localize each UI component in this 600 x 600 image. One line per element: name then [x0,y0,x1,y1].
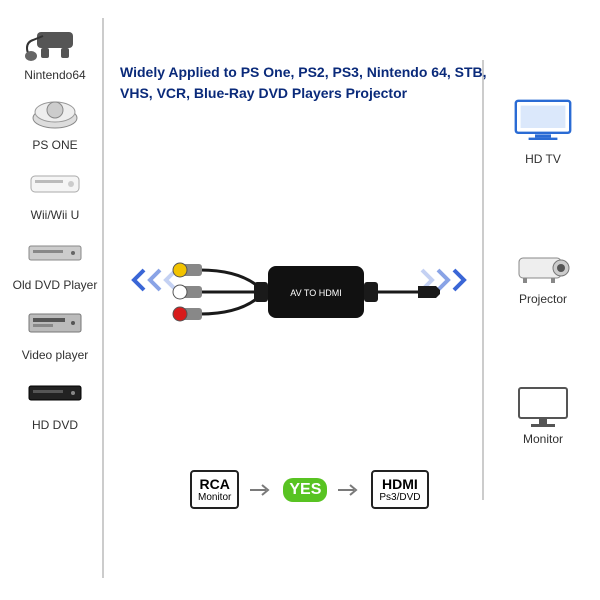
device-psone: PS ONE [23,88,87,152]
monitor-icon [511,382,575,430]
left-column: Nintendo64 PS ONE Wii/Wii U [10,18,100,438]
rca-white-icon [173,285,202,299]
device-label: Nintendo64 [24,68,85,82]
converter-label: AV TO HDMI [290,288,342,298]
headline: Widely Applied to PS One, PS2, PS3, Nint… [120,62,487,104]
device-label: Video player [22,348,89,362]
hdmi-badge: HDMI Ps3/DVD [371,470,428,509]
hdmi-plug-icon [418,286,440,298]
device-monitor: Monitor [511,382,575,446]
arrow-right-icon [249,484,273,496]
headline-line2: VHS, VCR, Blue-Ray DVD Players Projector [120,83,487,104]
device-label: Projector [519,292,567,306]
device-videoplayer: Video player [22,298,89,362]
device-n64: Nintendo64 [23,18,87,82]
device-label: Wii/Wii U [31,208,80,222]
projector-icon [511,242,575,290]
headline-line1: Widely Applied to PS One, PS2, PS3, Nint… [120,62,487,83]
device-label: HD TV [525,152,561,166]
tv-icon [511,90,575,150]
hdmi-badge-sub: Ps3/DVD [379,492,420,503]
rca-red-icon [173,307,202,321]
psone-icon [23,88,87,136]
bottom-row: RCA Monitor YES HDMI Ps3/DVD [190,470,429,509]
device-label: PS ONE [32,138,77,152]
device-wii: Wii/Wii U [23,158,87,222]
device-label: Old DVD Player [13,278,98,292]
rca-badge-sub: Monitor [198,492,231,503]
device-hdtv: HD TV [511,90,575,166]
rca-yellow-icon [173,263,202,277]
device-projector: Projector [511,242,575,306]
device-hddvd: HD DVD [23,368,87,432]
hddvd-icon [23,368,87,416]
vline-left [102,18,104,578]
rca-badge: RCA Monitor [190,470,239,509]
arrow-right-icon [337,484,361,496]
dvd-icon [23,228,87,276]
hdmi-badge-title: HDMI [379,476,420,492]
device-olddvd: Old DVD Player [13,228,98,292]
n64-icon [23,18,87,66]
chevron-right-icon [452,268,468,292]
vline-right [482,60,484,500]
wii-icon [23,158,87,206]
yes-badge: YES [283,478,327,502]
converter-product: AV TO HDMI [150,252,450,337]
right-column: HD TV Projector Monitor [498,90,588,452]
chevron-left-icon [130,268,146,292]
device-label: Monitor [523,432,563,446]
rca-badge-title: RCA [198,476,231,492]
vhs-icon [23,298,87,346]
device-label: HD DVD [32,418,78,432]
